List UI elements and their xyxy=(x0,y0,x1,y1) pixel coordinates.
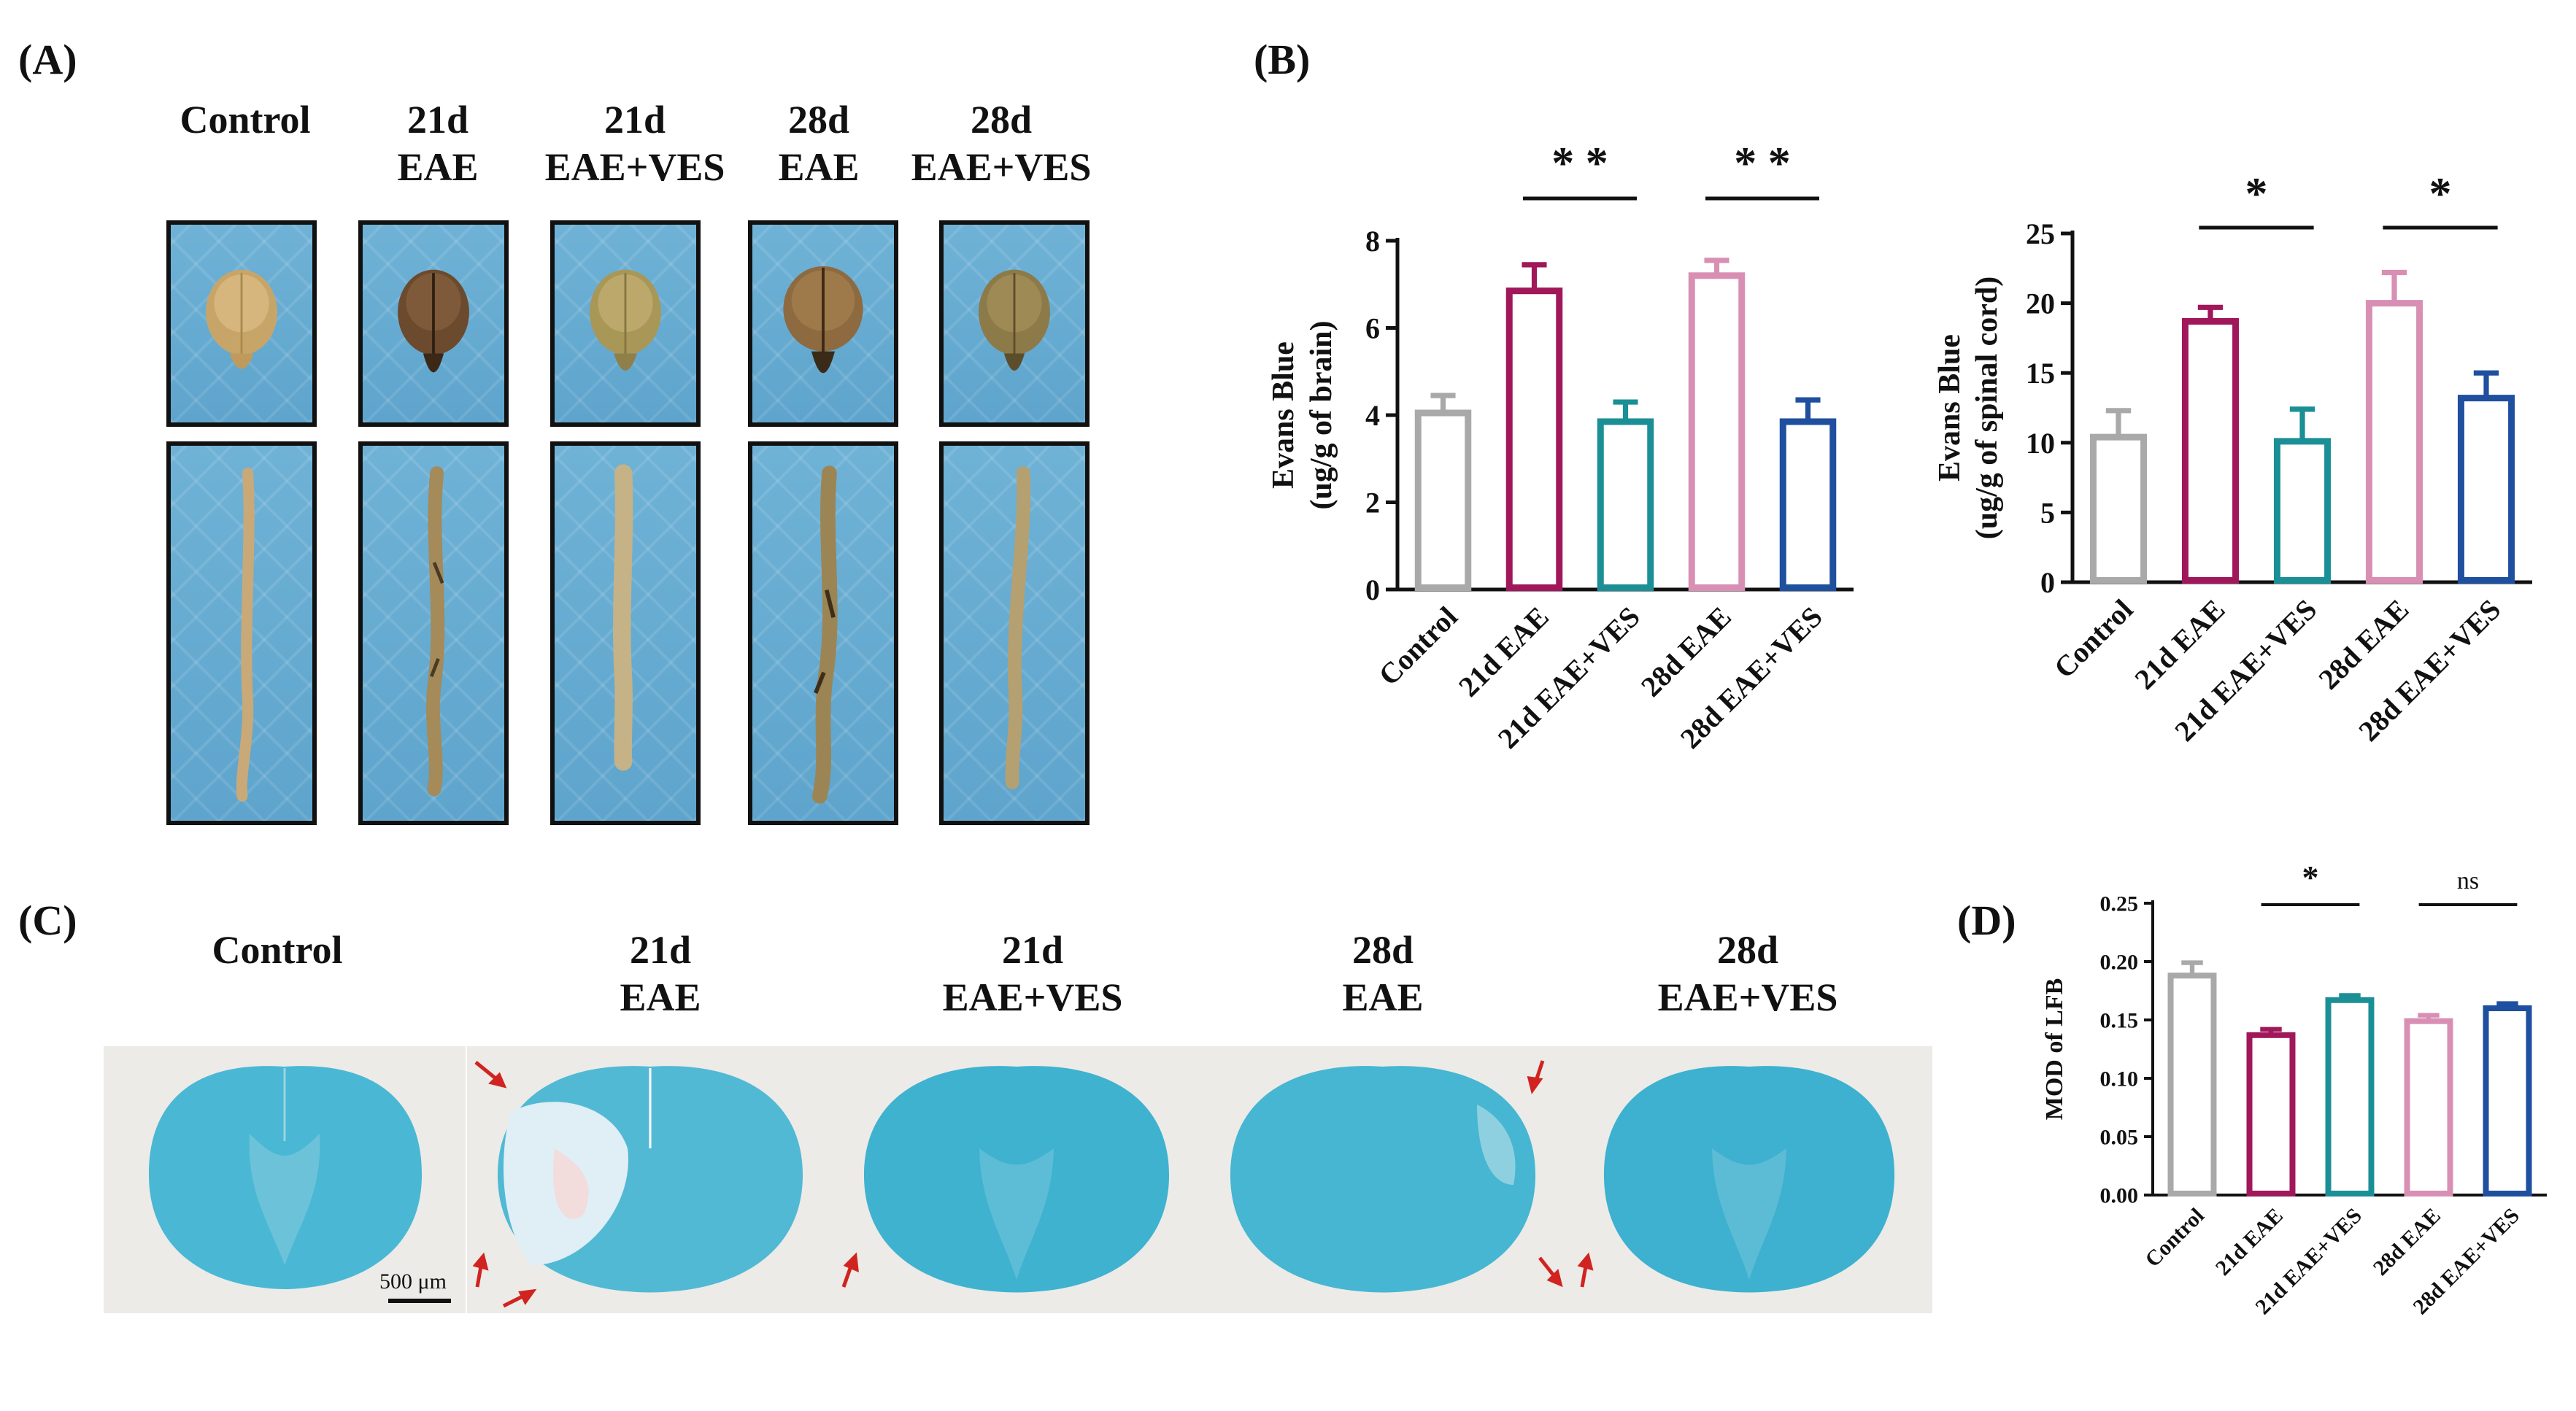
y-axis-label: MOD of LFB xyxy=(2041,978,2068,1121)
y-tick-label: 6 xyxy=(1365,312,1380,345)
bar xyxy=(2483,1005,2532,1197)
lfb-section-control xyxy=(104,1046,466,1313)
bar xyxy=(2325,997,2375,1197)
y-axis-label-units: (ug/g of spinal cord) xyxy=(1970,277,2004,540)
spinal-cord-photo-21d-eae-ves xyxy=(550,441,701,825)
c-col-label-28d-eae-ves: 28d EAE+VES xyxy=(1657,928,1838,1019)
bar xyxy=(1597,418,1654,591)
y-tick-label: 0.10 xyxy=(2100,1067,2139,1091)
y-tick-label: 20 xyxy=(2026,287,2055,320)
bar xyxy=(2404,1018,2453,1197)
brain-photo-21d-eae-ves xyxy=(550,220,701,427)
mod-of-lfb-chart: 0.00 0.05 0.10 0.15 0.20 0.25 MOD of LFB Contro… xyxy=(2041,859,2547,1319)
x-tick-label: Control xyxy=(2048,593,2140,685)
c-col-label-control: Control xyxy=(212,928,343,972)
bar xyxy=(2365,300,2423,584)
y-tick-label: 5 xyxy=(2040,496,2055,529)
evans-blue-spinal-cord-chart: 0 5 10 15 20 25 Evans Blue (ug/g of spinal cord… xyxy=(1933,169,2532,748)
y-tick-label: 0.20 xyxy=(2100,951,2139,975)
spinal-cord-photo-28d-eae xyxy=(748,441,898,825)
scale-bar-label: 500 μm xyxy=(379,1269,447,1294)
y-tick-label: 0.15 xyxy=(2100,1009,2139,1033)
y-axis-label-units: (ug/g of brain) xyxy=(1305,320,1338,509)
y-tick-label: 0.00 xyxy=(2100,1184,2139,1208)
significance-label: * * xyxy=(1551,139,1608,188)
lfb-section-21d-eae-ves xyxy=(833,1046,1200,1313)
y-tick-label: 10 xyxy=(2026,427,2055,460)
brain-photo-28d-eae-ves xyxy=(939,220,1090,427)
panel-label-d: (D) xyxy=(1957,897,2016,944)
lfb-section-28d-eae-ves xyxy=(1566,1046,1932,1313)
y-tick-label: 0.25 xyxy=(2100,892,2139,916)
bar xyxy=(2246,1032,2296,1197)
bar xyxy=(2181,317,2240,584)
bar xyxy=(1414,409,1472,592)
brain-photo-21d-eae xyxy=(358,220,509,427)
c-col-label-28d-eae: 28d EAE xyxy=(1342,928,1424,1019)
x-tick-label: 28d EAE xyxy=(2369,1204,2445,1280)
a-col-label-control: Control xyxy=(180,98,311,142)
x-tick-label: Control xyxy=(2140,1204,2209,1272)
y-axis-label: Evans Blue xyxy=(1267,341,1300,489)
panel-label-a: (A) xyxy=(18,36,77,83)
c-col-label-21d-eae-ves: 21d EAE+VES xyxy=(942,928,1123,1019)
spinal-cord-photo-control xyxy=(166,441,317,825)
bar xyxy=(2273,438,2332,584)
significance-label: * xyxy=(2245,169,2268,219)
significance-label: ns xyxy=(2457,867,2479,894)
panel-label-c: (C) xyxy=(18,897,77,944)
y-tick-label: 0 xyxy=(2040,566,2055,599)
y-tick-label: 15 xyxy=(2026,357,2055,390)
bar xyxy=(1779,418,1837,591)
x-tick-label: Control xyxy=(1372,600,1464,692)
bar xyxy=(1688,272,1746,592)
y-tick-label: 2 xyxy=(1365,487,1380,519)
y-tick-label: 0.05 xyxy=(2100,1126,2139,1150)
x-tick-label: 21d EAE xyxy=(2211,1204,2288,1280)
bar xyxy=(2167,973,2217,1197)
bar xyxy=(2457,395,2515,584)
bar xyxy=(2089,433,2148,584)
scale-bar xyxy=(388,1299,451,1303)
significance-label: * xyxy=(2429,169,2452,219)
a-col-label-21d-eae: 21d EAE xyxy=(397,98,479,189)
a-col-label-21d-eae-ves: 21d EAE+VES xyxy=(544,98,725,189)
spinal-cord-photo-28d-eae-ves xyxy=(939,441,1090,825)
y-tick-label: 0 xyxy=(1365,573,1380,606)
c-col-label-21d-eae: 21d EAE xyxy=(620,928,701,1019)
a-col-label-28d-eae-ves: 28d EAE+VES xyxy=(911,98,1092,189)
y-tick-label: 4 xyxy=(1365,399,1380,432)
brain-photo-control xyxy=(166,220,317,427)
significance-label: * xyxy=(2302,859,2319,896)
panel-label-b: (B) xyxy=(1254,36,1311,83)
a-col-label-28d-eae: 28d EAE xyxy=(778,98,860,189)
y-tick-label: 25 xyxy=(2026,217,2055,250)
lfb-section-28d-eae xyxy=(1200,1046,1566,1313)
significance-label: * * xyxy=(1734,139,1791,188)
lfb-section-21d-eae xyxy=(467,1046,833,1313)
bar xyxy=(1505,287,1563,591)
y-axis-label: Evans Blue xyxy=(1933,334,1967,482)
spinal-cord-photo-21d-eae xyxy=(358,441,509,825)
y-tick-label: 8 xyxy=(1365,225,1380,258)
brain-photo-28d-eae xyxy=(748,220,898,427)
